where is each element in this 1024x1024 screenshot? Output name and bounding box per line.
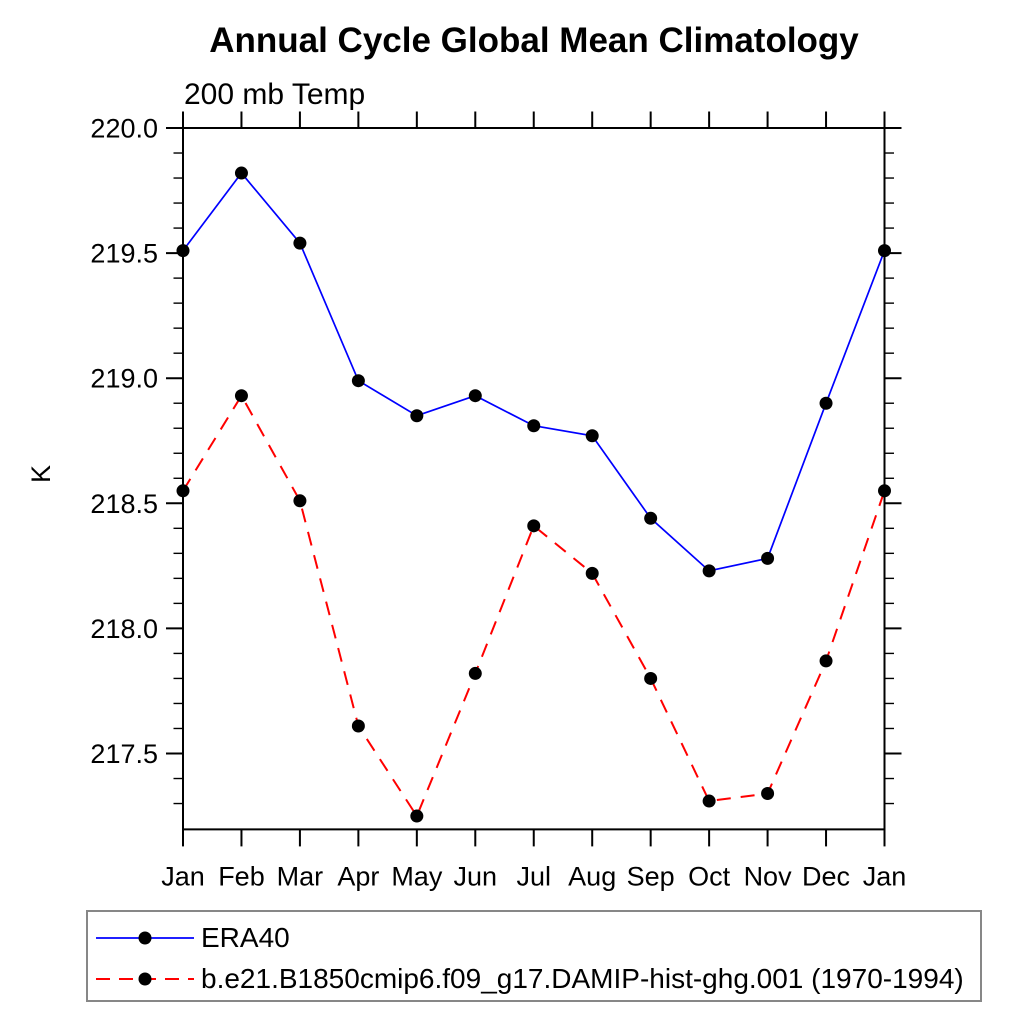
legend-line-sample-dashed [96, 972, 194, 986]
data-point-marker [702, 794, 716, 808]
chart-title: Annual Cycle Global Mean Climatology [209, 21, 859, 60]
data-point-marker [176, 244, 190, 258]
x-tick-label: Oct [688, 862, 731, 892]
data-point-marker [351, 374, 365, 388]
data-point-marker [351, 719, 365, 733]
series-line-dashed [182, 393, 886, 819]
plot-area: Jan Feb Mar Apr May Jun Jul Aug Sep Oct Nov Dec Jan 2… [90, 111, 907, 892]
x-tick-label: Sep [627, 862, 675, 892]
y-axis-title: K [26, 465, 56, 483]
legend-label-model: b.e21.B1850cmip6.f09_g17.DAMIP-hist-ghg.… [201, 963, 964, 994]
data-point-marker [819, 654, 833, 668]
x-tick-label: Jul [516, 862, 551, 892]
data-point-marker [527, 519, 541, 533]
data-point-marker [585, 429, 599, 443]
legend-item-model: b.e21.B1850cmip6.f09_g17.DAMIP-hist-ghg.… [92, 963, 964, 994]
data-point-marker [468, 666, 482, 680]
x-tick-label: Jan [863, 862, 907, 892]
data-point-marker [293, 236, 307, 250]
y-tick-label: 219.5 [90, 239, 158, 269]
legend-marker-icon [138, 972, 152, 986]
y-tick-label: 219.0 [90, 364, 158, 394]
legend-item-era40: ERA40 [92, 922, 290, 953]
data-point-marker [176, 484, 190, 498]
data-point-marker [702, 564, 716, 578]
x-tick-label: Nov [744, 862, 793, 892]
chart-subtitle: 200 mb Temp [184, 78, 365, 111]
data-point-marker [878, 244, 891, 258]
data-point-marker [761, 787, 775, 801]
data-point-marker [527, 419, 541, 433]
data-point-marker [761, 551, 775, 565]
series-line-solid [182, 171, 886, 572]
x-tick-label: May [391, 862, 443, 892]
axis-frame [182, 127, 886, 831]
x-tick-label: Dec [802, 862, 850, 892]
legend: ERA40 b.e21.B1850cmip6.f09_g17.DAMIP-his… [86, 910, 982, 1002]
x-tick-label: Feb [218, 862, 265, 892]
data-point-marker [293, 494, 307, 508]
x-tick-label: Jun [454, 862, 498, 892]
y-tick-label: 218.5 [90, 489, 158, 519]
data-point-marker [585, 566, 599, 580]
x-tick-label: Jan [161, 862, 205, 892]
legend-marker-icon [138, 931, 152, 945]
data-point-marker [644, 511, 658, 525]
legend-line-sample-solid [96, 931, 194, 945]
x-tick-label: Aug [568, 862, 616, 892]
data-point-marker [234, 389, 248, 403]
data-point-marker [878, 484, 891, 498]
data-point-marker [234, 166, 248, 180]
legend-label-era40: ERA40 [201, 922, 290, 953]
data-point-marker [819, 396, 833, 410]
data-point-marker [410, 409, 424, 423]
y-tick-label: 218.0 [90, 614, 158, 644]
y-tick-label: 217.5 [90, 739, 158, 769]
data-point-marker [410, 809, 424, 823]
y-tick-label: 220.0 [90, 114, 158, 144]
data-point-marker [644, 671, 658, 685]
x-tick-label: Apr [337, 862, 379, 892]
data-point-marker [468, 389, 482, 403]
x-tick-label: Mar [277, 862, 324, 892]
